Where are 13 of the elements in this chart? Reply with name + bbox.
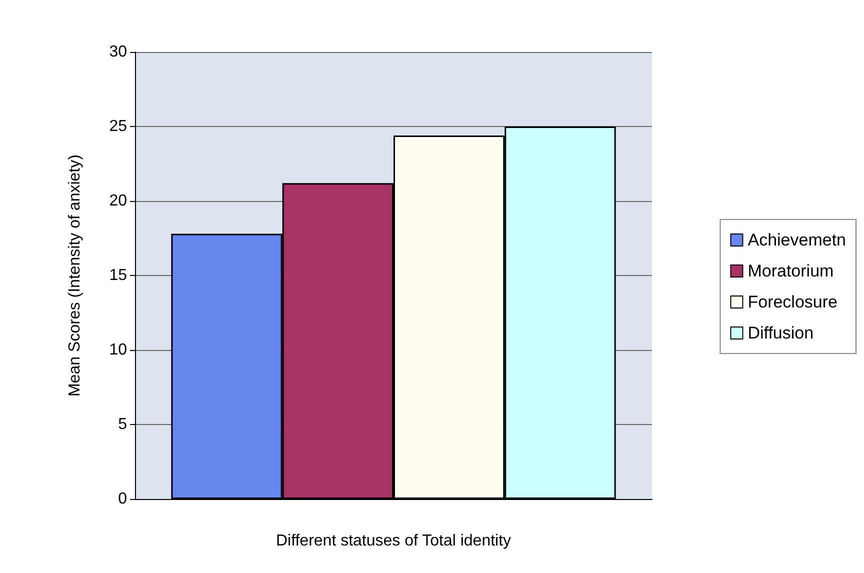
y-tick-label: 0: [118, 490, 128, 508]
y-tick-label: 25: [109, 118, 128, 135]
legend-label: Diffusion: [748, 324, 814, 342]
x-axis-title: Different statuses of Total identity: [276, 532, 512, 550]
legend-label: Moratorium: [748, 262, 834, 280]
y-tick-label: 10: [109, 342, 128, 358]
legend-label: Foreclosure: [748, 292, 838, 312]
legend-label: Achievemetn: [748, 230, 846, 250]
y-tick-label: 15: [109, 267, 128, 284]
y-tick-label: 5: [118, 416, 128, 433]
y-axis-title: Mean Scores (Intensity of anxiety): [66, 154, 84, 396]
y-tick-label: 30: [109, 44, 128, 60]
y-tick-label: 20: [109, 192, 128, 210]
